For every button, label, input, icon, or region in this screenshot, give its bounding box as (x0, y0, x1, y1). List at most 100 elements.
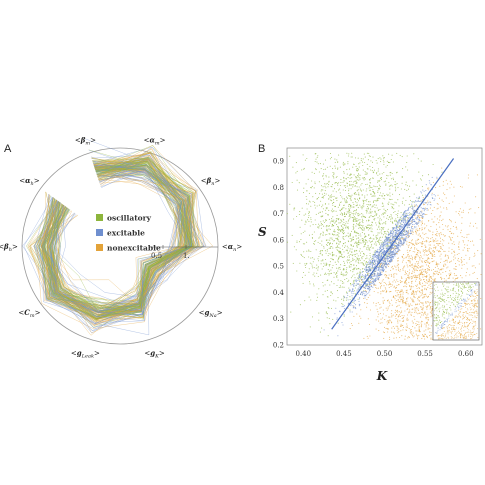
scatter-point (418, 171, 420, 173)
scatter-point (364, 242, 367, 244)
scatter-point (395, 299, 397, 302)
panel-b-letter: B (258, 143, 265, 155)
scatter-point (416, 338, 419, 340)
scatter-point (411, 213, 413, 215)
scatter-point (366, 220, 368, 222)
scatter-point (408, 336, 410, 338)
scatter-point (347, 307, 349, 309)
scatter-point (359, 284, 361, 286)
scatter-point (422, 194, 424, 196)
scatter-point (410, 285, 412, 287)
scatter-point (431, 282, 433, 284)
scatter-point (396, 183, 398, 185)
scatter-point (436, 265, 438, 267)
scatter-point (375, 267, 378, 270)
scatter-point (420, 292, 422, 294)
scatter-point (314, 219, 316, 221)
scatter-point (402, 293, 404, 295)
scatter-point (331, 251, 333, 253)
scatter-point (389, 250, 391, 252)
scatter-point (410, 213, 412, 215)
scatter-point (331, 218, 333, 220)
scatter-point (370, 215, 372, 217)
scatter-point (350, 188, 352, 190)
scatter-point (446, 208, 448, 210)
scatter-point (400, 289, 402, 291)
scatter-point (445, 279, 447, 281)
scatter-point (400, 281, 402, 283)
scatter-point (336, 200, 338, 202)
scatter-point (381, 233, 383, 235)
scatter-point (427, 202, 429, 204)
scatter-point (393, 273, 395, 275)
scatter-point (378, 239, 380, 241)
scatter-point (432, 249, 435, 251)
scatter-point (395, 188, 397, 190)
scatter-point (311, 265, 313, 267)
scatter-point (337, 268, 339, 270)
scatter-point (422, 196, 424, 199)
scatter-point (415, 242, 417, 244)
scatter-point (375, 256, 377, 258)
scatter-point (386, 321, 388, 323)
scatter-point (316, 198, 318, 200)
scatter-point (293, 207, 295, 209)
scatter-point (358, 223, 360, 225)
scatter-point (412, 299, 414, 301)
scatter-point (389, 185, 391, 187)
scatter-point (349, 174, 352, 176)
scatter-point (355, 284, 357, 286)
scatter-point (442, 245, 444, 247)
scatter-point (424, 252, 426, 254)
scatter-point (438, 243, 440, 245)
scatter-point (364, 241, 366, 243)
scatter-point (395, 220, 397, 222)
scatter-point (379, 271, 381, 273)
scatter-point (349, 248, 351, 250)
scatter-point (347, 210, 350, 212)
scatter-point (375, 274, 377, 276)
scatter-point (314, 183, 316, 185)
scatter-point (385, 291, 388, 293)
scatter-point (332, 216, 334, 218)
scatter-point (416, 284, 418, 286)
scatter-point (354, 251, 356, 253)
scatter-point (454, 263, 457, 265)
scatter-point (414, 247, 416, 249)
scatter-point (358, 286, 360, 288)
scatter-point (464, 244, 466, 246)
scatter-point (403, 242, 405, 244)
scatter-point (360, 216, 363, 218)
scatter-point (409, 262, 411, 264)
scatter-point (361, 183, 363, 185)
scatter-point (414, 248, 416, 250)
scatter-point (416, 249, 419, 251)
scatter-point (385, 315, 387, 317)
scatter-point (402, 268, 404, 270)
scatter-point (339, 201, 341, 204)
scatter-point (368, 323, 371, 326)
scatter-point (332, 233, 334, 236)
scatter-point (400, 323, 402, 325)
scatter-point (408, 236, 410, 238)
scatter-point (353, 269, 355, 271)
scatter-point (365, 293, 367, 295)
scatter-point (381, 251, 383, 253)
scatter-point (304, 223, 306, 225)
scatter-point (411, 282, 413, 284)
scatter-point (335, 220, 337, 222)
scatter-point (369, 281, 371, 283)
scatter-point (291, 181, 293, 184)
scatter-point (366, 227, 368, 229)
scatter-point (368, 187, 370, 189)
scatter-point (358, 283, 360, 285)
scatter-point (379, 250, 381, 252)
scatter-point (428, 180, 430, 182)
scatter-point (303, 214, 305, 216)
scatter-point (480, 253, 482, 255)
scatter-point (356, 223, 358, 225)
scatter-point (323, 262, 325, 264)
scatter-point (381, 243, 383, 245)
scatter-point (417, 255, 419, 257)
scatter-point (361, 213, 363, 215)
